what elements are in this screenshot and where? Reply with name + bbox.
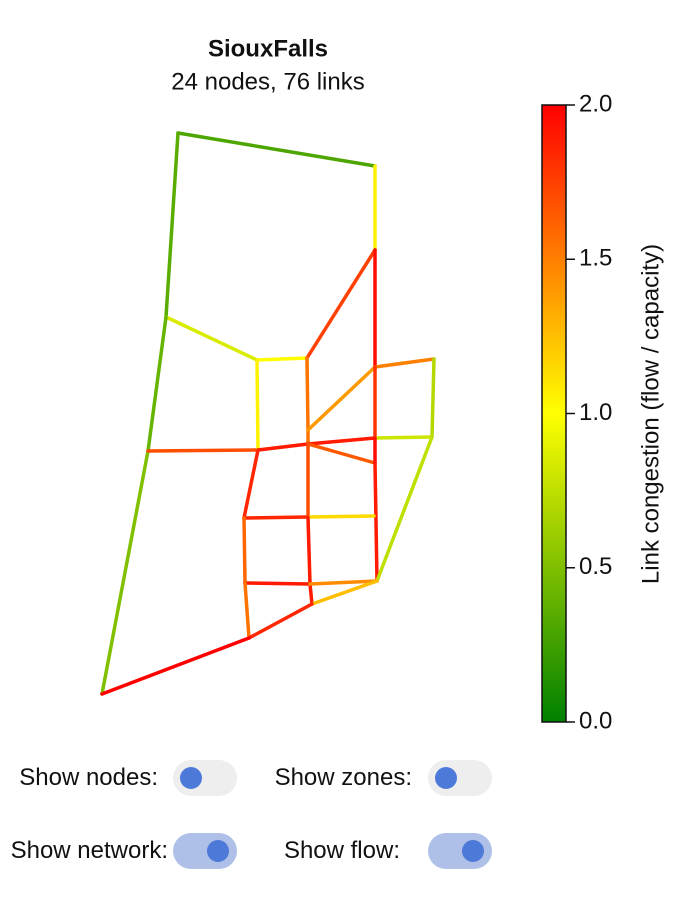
colorbar-tick-label: 0.0 — [579, 707, 612, 734]
link — [164, 315, 259, 362]
link — [164, 131, 180, 319]
link — [242, 448, 260, 520]
link — [242, 515, 310, 520]
colorbar-tick-label: 1.0 — [579, 399, 612, 426]
toggle-label: Show flow: — [283, 837, 400, 864]
link — [247, 602, 314, 640]
toggle-knob — [207, 840, 229, 862]
link — [306, 365, 377, 432]
toggle[interactable] — [428, 760, 492, 796]
link — [100, 636, 251, 696]
link — [256, 442, 310, 452]
link — [308, 582, 314, 606]
toggle-knob — [180, 767, 202, 789]
toggle[interactable] — [173, 760, 237, 796]
link — [373, 435, 434, 440]
colorbar — [541, 104, 567, 723]
link — [306, 442, 377, 465]
link — [375, 435, 434, 583]
link — [176, 131, 377, 168]
toggle-label: Show nodes: — [19, 764, 158, 791]
toggle[interactable] — [428, 833, 492, 869]
link — [306, 514, 376, 519]
toggle-label: Show zones: — [274, 764, 412, 791]
link — [373, 461, 379, 583]
link — [430, 357, 436, 439]
colorbar-label: Link congestion (flow / capacity) — [637, 244, 664, 584]
link — [306, 436, 377, 446]
chart-subtitle: 24 nodes, 76 links — [171, 68, 364, 95]
chart-title: SiouxFalls — [208, 35, 328, 62]
link — [243, 581, 251, 640]
link — [243, 581, 312, 586]
link — [146, 448, 260, 453]
network — [100, 131, 436, 696]
link — [305, 356, 310, 432]
toggle-label: Show network: — [10, 837, 168, 864]
link — [255, 356, 309, 362]
colorbar-tick-label: 0.5 — [579, 553, 612, 580]
link — [308, 579, 379, 586]
link — [242, 516, 247, 585]
link — [306, 515, 312, 586]
colorbar-tick-label: 2.0 — [579, 90, 612, 117]
link — [305, 248, 377, 360]
link — [373, 357, 436, 369]
link — [310, 579, 379, 606]
link — [100, 449, 150, 696]
colorbar-tick-label: 1.5 — [579, 245, 612, 272]
toggle[interactable] — [173, 833, 237, 869]
toggle-knob — [435, 767, 457, 789]
link — [255, 358, 260, 452]
link — [146, 315, 168, 453]
toggle-knob — [462, 840, 484, 862]
